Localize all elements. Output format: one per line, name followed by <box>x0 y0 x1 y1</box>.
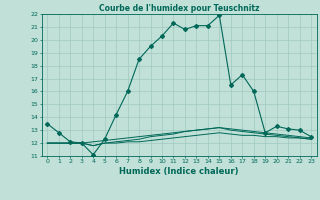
Title: Courbe de l'humidex pour Teuschnitz: Courbe de l'humidex pour Teuschnitz <box>99 4 260 13</box>
X-axis label: Humidex (Indice chaleur): Humidex (Indice chaleur) <box>119 167 239 176</box>
